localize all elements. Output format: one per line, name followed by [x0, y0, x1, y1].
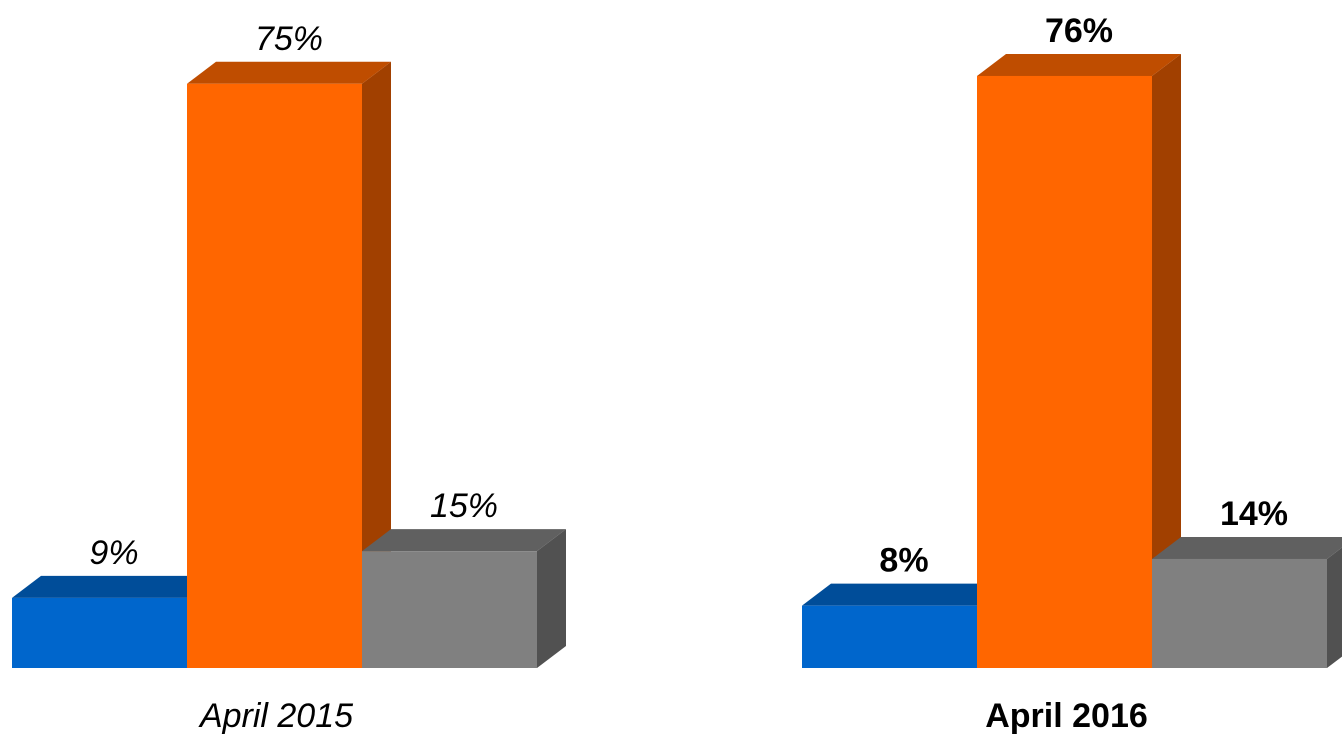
value-label: 75%	[255, 20, 323, 58]
bar-side	[537, 529, 566, 668]
bar	[802, 605, 977, 668]
value-label: 14%	[1220, 495, 1288, 533]
bar-top	[12, 575, 216, 598]
bar-top	[1152, 536, 1342, 559]
bar	[1152, 558, 1327, 668]
value-label: 15%	[430, 487, 498, 525]
x-axis-label: April 2015	[198, 697, 353, 734]
bar-top	[362, 529, 566, 552]
x-axis-label: April 2016	[985, 697, 1148, 734]
bar	[12, 597, 187, 668]
bar	[187, 83, 362, 668]
bar	[977, 75, 1152, 668]
bar-top	[977, 53, 1181, 76]
bar-top	[187, 61, 391, 84]
value-label: 76%	[1045, 12, 1113, 50]
bar	[362, 551, 537, 668]
bar-top	[802, 583, 1006, 606]
value-label: 9%	[89, 534, 138, 572]
bar-side	[1152, 53, 1181, 668]
bar-side	[362, 61, 391, 668]
bar-side	[1327, 547, 1342, 668]
value-label: 8%	[879, 542, 928, 580]
